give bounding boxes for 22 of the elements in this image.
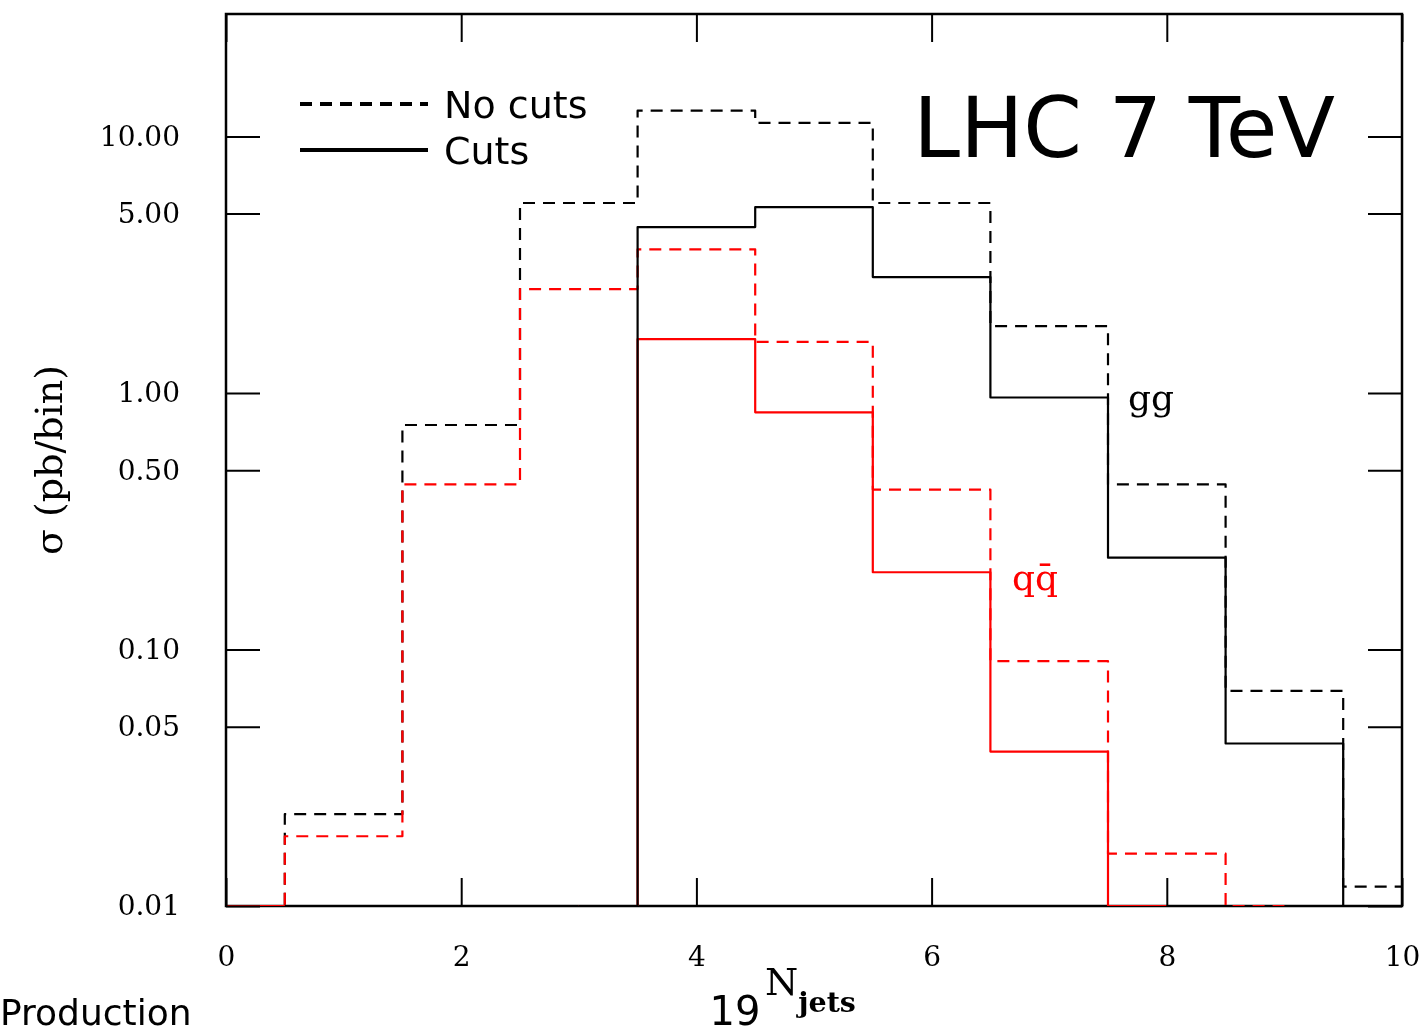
text: Production xyxy=(0,992,192,1029)
x-tick-label: 2 xyxy=(452,939,471,973)
y-tick-label: 0.05 xyxy=(117,710,180,744)
text: 19 xyxy=(709,988,761,1029)
y-tick-label: 1.00 xyxy=(117,376,180,410)
y-axis-title: σ (pb/bin) xyxy=(27,364,71,556)
x-tick-label: 4 xyxy=(687,939,706,973)
x-axis-title: N$_{jets}$ xyxy=(765,960,856,1019)
y-tick-label: 0.01 xyxy=(117,889,180,923)
annotation: gg xyxy=(1128,377,1175,418)
x-tick-label: 10 xyxy=(1384,939,1421,973)
y-tick-label: 10.00 xyxy=(99,119,180,153)
x-tick-label: 6 xyxy=(923,939,942,973)
x-tick-label: 8 xyxy=(1158,939,1177,973)
legend-label: Cuts xyxy=(444,129,530,173)
y-tick-label: 5.00 xyxy=(117,197,180,231)
x-tick-label: 0 xyxy=(217,939,236,973)
annotation: qq̄ xyxy=(1012,557,1059,598)
y-tick-label: 0.50 xyxy=(117,453,180,487)
legend-label: No cuts xyxy=(444,83,588,127)
y-tick-label: 0.10 xyxy=(117,632,180,666)
text: LHC 7 TeV xyxy=(913,79,1335,177)
